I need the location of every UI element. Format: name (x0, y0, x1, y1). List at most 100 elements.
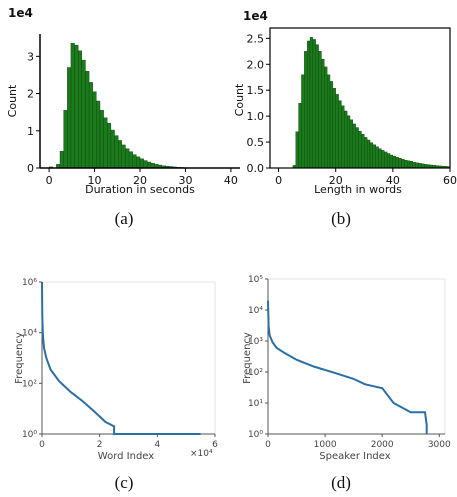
panel-c-x-multiplier: ×10⁴ (190, 449, 213, 459)
panel-b-bar (406, 160, 411, 169)
panel-b-bars (292, 37, 451, 169)
panel-a-bar (88, 82, 93, 169)
panel-d-y-tick-label: 10⁴ (248, 306, 263, 316)
panel-b-bar (395, 156, 399, 169)
panel-d-frame (267, 278, 446, 435)
panel-b-bar (312, 39, 316, 169)
panel-b-bar (341, 105, 345, 169)
panel-a-bar (110, 129, 115, 169)
panel-b-bar (346, 115, 351, 169)
panel-b-bar (398, 157, 402, 169)
panel-b-bar (401, 159, 405, 169)
panel-b-x-tick-label: 60 (443, 174, 457, 187)
panel-d-y-tick-label: 10³ (248, 337, 263, 347)
panel-c-y-tick-label: 10² (22, 379, 37, 389)
panel-b-y-tick-label: 0.5 (247, 136, 265, 149)
panel-c-x-tick-label: 0 (39, 440, 45, 450)
panel-b-y-tick-label: 0.0 (247, 162, 265, 175)
panel-a-y-tick-label: 0 (27, 162, 34, 175)
panel-a-bar (139, 158, 144, 169)
panel-a-bar (78, 50, 82, 169)
panel-b-bar (389, 154, 394, 169)
panel-b-bar (418, 163, 422, 169)
panel-d-x-tick-label: 3000 (428, 440, 451, 450)
panel-a-y-tick-label: 3 (27, 50, 34, 63)
panel-b-y-tick-label: 1.0 (247, 110, 265, 123)
panel-b-bar (386, 153, 391, 169)
panel-b-x-tick-label: 20 (329, 174, 343, 187)
panel-d: 0 1000 2000 3000 10⁰ 10¹ 10² 10³ 10⁴ 10⁵ Frequenc… (242, 275, 451, 492)
panel-b-bar (415, 162, 419, 169)
panel-a-bar (107, 123, 112, 169)
panel-b-bar (304, 51, 308, 169)
panel-b-bar (295, 131, 299, 169)
panel-d-x-tick-label: 2000 (371, 440, 394, 450)
panel-b-bar (361, 134, 365, 169)
panel-a-y-label: Count (6, 84, 19, 117)
caption-c: (c) (115, 473, 134, 492)
panel-d-x-tick-label: 0 (265, 440, 271, 450)
panel-b-bar (318, 51, 322, 169)
panel-b-bar (301, 74, 305, 169)
panel-c-y-tick-label: 10⁶ (22, 278, 37, 288)
panel-a-bar (121, 144, 126, 169)
panel-c-frame (41, 281, 216, 435)
panel-b-bar (335, 94, 339, 169)
panel-b-bar (378, 148, 382, 169)
panel-c-y-label: Frequency (14, 332, 25, 384)
panel-b-bar (409, 161, 414, 169)
panel-a-y-multiplier: 1e4 (8, 6, 33, 20)
panel-a-y-tick-label: 2 (27, 88, 34, 101)
panel-b-bar (358, 131, 362, 169)
panel-d-x-tick-label: 1000 (314, 440, 337, 450)
panel-a-bar (59, 151, 64, 169)
panel-b-x-tick-label: 0 (275, 174, 282, 187)
panel-b-x-label: Length in words (314, 183, 402, 196)
panel-b-bar (369, 142, 374, 169)
panel-a-bar (147, 161, 152, 169)
panel-c-x-label: Word Index (98, 451, 154, 462)
panel-b-bar (364, 137, 368, 169)
panel-b-y-tick-label: 2.5 (247, 32, 265, 45)
panel-b-y-tick-label: 1.5 (247, 84, 265, 97)
panel-c-x-tick-label: 2 (97, 440, 103, 450)
panel-c-y-tick-label: 10⁴ (22, 329, 37, 339)
panel-b: 0 20 40 60 0.0 0.5 1.0 1.5 2.0 2.5 1e4 Count Leng… (233, 9, 457, 228)
panel-c-series-line (41, 281, 201, 435)
panel-b-x-tick-label: 40 (386, 174, 400, 187)
panel-b-bar (372, 144, 376, 169)
caption-a: (a) (115, 209, 134, 228)
panel-b-bar (421, 163, 425, 169)
panel-d-x-label: Speaker Index (319, 451, 390, 462)
panel-b-bar (344, 110, 348, 169)
panel-d-y-tick-label: 10¹ (248, 399, 263, 409)
panel-b-bar (404, 160, 408, 169)
panel-c-x-tick-label: 6 (212, 440, 218, 450)
panel-d-y-label: Frequency (242, 332, 253, 384)
panel-a: 0 10 20 30 40 0 1 2 3 1e4 Count Duration in seco… (6, 6, 240, 228)
panel-a-bar (96, 100, 101, 169)
panel-a-x-tick-label: 40 (224, 174, 238, 187)
panel-b-bar (366, 139, 371, 169)
panel-b-y-multiplier: 1e4 (243, 9, 268, 23)
panel-a-bars (48, 43, 202, 169)
panel-a-bar (70, 43, 75, 169)
panel-b-bar (329, 81, 334, 169)
panel-b-bar (321, 58, 325, 169)
panel-c: 0 2 4 6 10⁰ 10² 10⁴ 10⁶ Frequency Word Index ×1… (14, 278, 218, 492)
panel-b-bar (338, 100, 342, 169)
panel-b-bar (412, 162, 416, 169)
panel-a-x-tick-label: 30 (178, 174, 192, 187)
panel-b-y-label: Count (233, 83, 246, 116)
panel-b-bar (324, 66, 328, 169)
panel-b-bar (309, 37, 314, 169)
caption-d: (d) (331, 473, 351, 492)
panel-b-bar (349, 119, 354, 169)
panel-a-bar (81, 59, 86, 169)
panel-b-bar (392, 155, 396, 169)
panel-a-bar (118, 140, 122, 169)
panel-a-bar (63, 110, 68, 169)
panel-d-y-tick-label: 10² (248, 368, 263, 378)
panel-c-x-tick-label: 4 (154, 440, 160, 450)
